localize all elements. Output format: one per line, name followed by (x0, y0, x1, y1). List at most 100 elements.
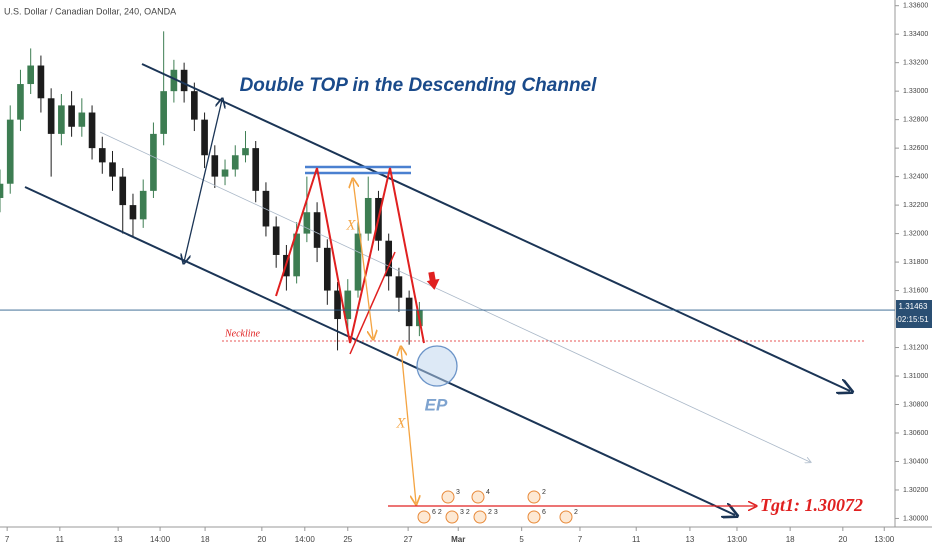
candle-body (139, 190, 147, 220)
candle-body (231, 155, 239, 170)
y-tick-label: 1.33600 (903, 3, 928, 10)
event-count: 6 2 (432, 509, 442, 516)
candle (334, 282, 341, 351)
candle (395, 267, 403, 312)
x-tick-label: 20 (838, 535, 847, 544)
event-icon (559, 510, 573, 524)
candle-body (303, 212, 311, 234)
y-tick-label: 1.32600 (903, 145, 928, 152)
height-arrow (353, 180, 373, 338)
y-tick-label: 1.30400 (903, 458, 928, 465)
candle-body (272, 226, 280, 255)
candle (139, 179, 147, 228)
candle (58, 94, 65, 146)
countdown: 02:15:51 (897, 315, 929, 324)
candle-body (293, 233, 300, 277)
candle-body (78, 112, 86, 127)
candle (6, 105, 14, 194)
y-tick-label: 1.31000 (903, 373, 928, 380)
candle-body (334, 290, 341, 320)
x-tick-label: 13 (114, 535, 123, 544)
chart-title: U.S. Dollar / Canadian Dollar, 240, OAND… (4, 6, 176, 16)
last-price-label: 1.31463 (899, 302, 928, 311)
x-tick-label: 27 (404, 535, 413, 544)
double-top-pattern (275, 167, 425, 344)
candle (37, 55, 45, 113)
candle (27, 48, 35, 95)
y-tick-label: 1.33200 (903, 60, 928, 67)
candle (68, 91, 75, 137)
x-tick-label: 14:00 (295, 535, 316, 544)
x-tick-label: 5 (519, 535, 524, 544)
candle-body (150, 133, 157, 191)
event-count: 3 2 (460, 509, 470, 516)
candle (119, 168, 127, 234)
event-icon (473, 510, 487, 524)
y-tick-label: 1.30800 (903, 401, 928, 408)
y-tick-label: 1.30000 (903, 515, 928, 522)
candle-body (68, 105, 75, 127)
down-arrow (426, 271, 440, 290)
x-label: X (395, 415, 406, 431)
x-label: X (345, 217, 356, 233)
candle (109, 150, 116, 191)
candle (160, 31, 167, 146)
candle (242, 131, 249, 163)
candle (272, 216, 280, 268)
y-tick-label: 1.32200 (903, 202, 928, 209)
candle (252, 141, 260, 203)
candle-body (313, 212, 321, 248)
candle-body (323, 247, 331, 291)
candle (344, 279, 352, 331)
x-tick-label: 14:00 (150, 535, 171, 544)
candle-body (201, 119, 208, 156)
headline: Double TOP in the Descending Channel (240, 75, 598, 96)
candle-body (242, 148, 249, 156)
candle (17, 69, 24, 132)
candle-body (88, 112, 96, 149)
y-tick-label: 1.32000 (903, 230, 928, 237)
y-tick-label: 1.33000 (903, 88, 928, 95)
candle (0, 169, 4, 213)
x-tick-label: 18 (201, 535, 210, 544)
candle-body (47, 98, 55, 134)
candle (323, 239, 331, 305)
candle (313, 202, 321, 263)
event-icon (527, 490, 541, 504)
candle (303, 176, 311, 243)
candle-body (17, 84, 24, 120)
event-icon (527, 510, 541, 524)
candle-body (109, 162, 116, 177)
event-icon (445, 510, 459, 524)
candle (170, 59, 178, 103)
candle-body (221, 169, 229, 177)
entry-label: EP (425, 395, 448, 414)
candle-body (262, 190, 270, 227)
candle-body (119, 176, 127, 206)
y-tick-label: 1.31800 (903, 259, 928, 266)
candle (405, 290, 413, 345)
x-tick-label: 7 (5, 535, 10, 544)
candle-body (191, 91, 198, 120)
event-count: 2 3 (488, 509, 498, 516)
event-icon (417, 510, 431, 524)
event-count: 2 (542, 489, 546, 496)
candle (129, 193, 137, 237)
x-tick-label: 20 (257, 535, 266, 544)
neckline-label: Neckline (224, 328, 261, 339)
y-tick-label: 1.30200 (903, 487, 928, 494)
event-count: 6 (542, 509, 546, 516)
x-tick-label: 11 (632, 535, 641, 544)
candle (98, 136, 106, 174)
channel-width-arrow (184, 100, 222, 262)
x-tick-label: 25 (343, 535, 352, 544)
last-price-badge (896, 300, 932, 328)
x-tick-label: 13:00 (874, 535, 895, 544)
x-tick-label: 7 (578, 535, 583, 544)
y-tick-label: 1.32800 (903, 116, 928, 123)
x-tick-label: Mar (451, 535, 465, 544)
candle-body (37, 65, 45, 99)
candle-body (6, 119, 14, 184)
